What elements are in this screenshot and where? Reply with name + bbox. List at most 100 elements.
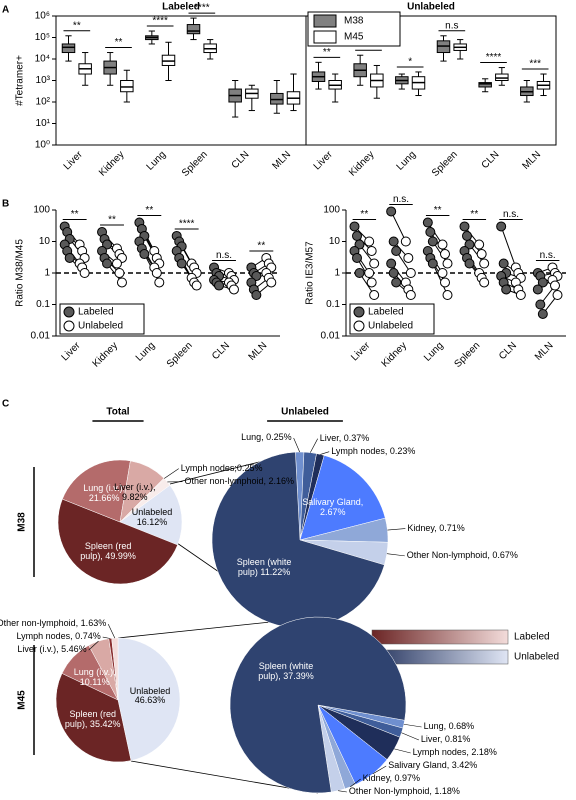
zoom-line bbox=[130, 760, 319, 794]
point bbox=[354, 268, 365, 278]
x-tick-label: Liver bbox=[62, 149, 86, 173]
point bbox=[391, 245, 402, 256]
point bbox=[479, 258, 490, 269]
significance: **** bbox=[486, 52, 502, 63]
y-axis-label: #Tetramer+ bbox=[15, 55, 26, 106]
point bbox=[349, 221, 360, 232]
point bbox=[464, 258, 475, 269]
significance: n.s. bbox=[216, 250, 232, 261]
legend-swatch bbox=[313, 30, 337, 44]
y-tick-label: 10⁴ bbox=[35, 54, 50, 65]
x-tick-label: MLN bbox=[247, 340, 270, 363]
leader-line bbox=[401, 732, 420, 741]
x-tick-label: Spleen bbox=[453, 340, 483, 370]
point bbox=[176, 258, 187, 269]
y-tick-label: 10⁰ bbox=[35, 140, 50, 151]
point bbox=[498, 258, 509, 269]
leader-line bbox=[107, 623, 116, 639]
point bbox=[369, 290, 380, 301]
x-tick-label: Spleen bbox=[430, 149, 460, 179]
y-axis-label: Ratio M38/M45 bbox=[15, 239, 26, 307]
legend-label: Labeled bbox=[514, 632, 550, 643]
y-tick-label: 0.1 bbox=[36, 299, 50, 310]
x-tick-label: Lung bbox=[145, 149, 169, 173]
panel-title: Labeled bbox=[162, 2, 200, 13]
row-label: M38 bbox=[17, 512, 28, 532]
x-tick-label: Lung bbox=[422, 340, 446, 364]
point bbox=[102, 239, 113, 250]
point bbox=[537, 277, 548, 288]
point bbox=[79, 268, 90, 278]
legend-marker bbox=[353, 306, 365, 318]
significance: n.s bbox=[445, 20, 458, 31]
point bbox=[366, 277, 377, 288]
point bbox=[364, 236, 375, 247]
x-tick-label: MLN bbox=[270, 149, 293, 172]
point bbox=[425, 227, 436, 238]
point bbox=[550, 280, 560, 291]
x-tick-label: CLN bbox=[210, 340, 232, 362]
point bbox=[354, 239, 365, 250]
point bbox=[154, 277, 165, 288]
significance: *** bbox=[529, 59, 541, 70]
x-tick-label: Lung bbox=[395, 149, 419, 173]
column-header: Total bbox=[106, 407, 129, 418]
legend-marker bbox=[63, 306, 75, 318]
pair-line bbox=[432, 263, 448, 296]
leader-line bbox=[338, 790, 347, 793]
y-tick-label: 0.01 bbox=[31, 331, 51, 342]
leader-line bbox=[350, 778, 361, 788]
point bbox=[352, 252, 362, 263]
x-tick-label: CLN bbox=[230, 149, 252, 171]
leader-line bbox=[310, 438, 318, 453]
legend-label: Unlabeled bbox=[368, 321, 413, 332]
point bbox=[386, 206, 397, 217]
legend-label: Unlabeled bbox=[78, 321, 123, 332]
x-tick-label: Spleen bbox=[180, 149, 210, 179]
point bbox=[388, 268, 399, 278]
x-tick-label: CLN bbox=[480, 149, 502, 171]
leader-line bbox=[164, 468, 179, 479]
y-tick-label: 10 bbox=[329, 236, 341, 247]
point bbox=[214, 280, 225, 291]
legend-label: M38 bbox=[344, 16, 364, 27]
point bbox=[442, 258, 453, 269]
point bbox=[114, 268, 125, 278]
leader-line bbox=[88, 640, 99, 651]
legend-marker bbox=[353, 320, 365, 332]
x-tick-label: Kidney bbox=[91, 340, 120, 369]
point bbox=[537, 308, 548, 319]
y-tick-label: 100 bbox=[33, 205, 50, 216]
legend-label: Labeled bbox=[78, 307, 114, 318]
y-tick-label: 0.1 bbox=[326, 299, 340, 310]
panel-title: Unlabeled bbox=[407, 2, 455, 13]
leader-line bbox=[320, 451, 330, 455]
pair-line bbox=[500, 226, 517, 268]
point bbox=[151, 268, 162, 278]
panel-letter: A bbox=[2, 5, 9, 16]
row-label: M45 bbox=[17, 690, 28, 710]
point bbox=[369, 258, 380, 269]
point bbox=[405, 290, 416, 301]
x-tick-label: Liver bbox=[349, 340, 373, 364]
x-tick-label: Kidney bbox=[97, 149, 126, 178]
pie-slice bbox=[211, 451, 385, 629]
point bbox=[403, 252, 414, 263]
point bbox=[422, 217, 433, 228]
significance: ** bbox=[257, 241, 265, 252]
point bbox=[266, 277, 277, 288]
y-tick-label: 10⁵ bbox=[35, 32, 50, 43]
point bbox=[251, 290, 262, 301]
legend-label: M45 bbox=[344, 32, 364, 43]
pie-slice bbox=[119, 460, 165, 523]
point bbox=[366, 245, 377, 256]
point bbox=[437, 268, 448, 278]
significance: ** bbox=[115, 37, 123, 48]
box bbox=[495, 73, 509, 81]
point bbox=[440, 249, 450, 260]
pie-slice bbox=[229, 616, 407, 794]
significance: **** bbox=[179, 219, 195, 230]
x-tick-label: Kidney bbox=[347, 149, 376, 178]
